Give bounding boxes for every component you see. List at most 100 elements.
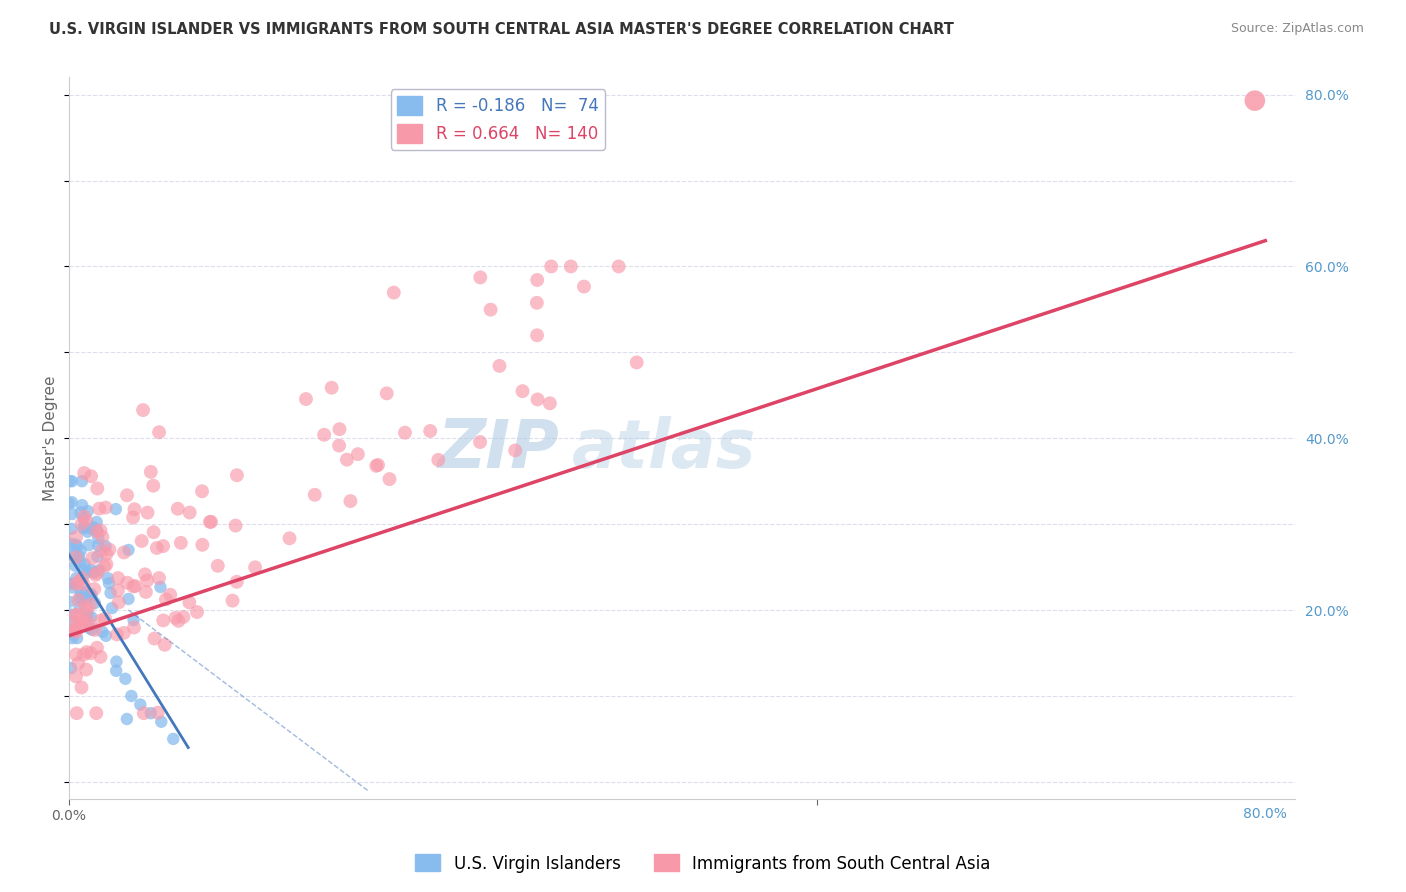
Point <box>73 648 96 662</box>
Point <box>166 501 188 516</box>
Point <box>107 571 129 585</box>
Point <box>97 571 120 585</box>
Text: Source: ZipAtlas.com: Source: ZipAtlas.com <box>1230 22 1364 36</box>
Point <box>66 539 89 553</box>
Point <box>378 472 401 486</box>
Point <box>167 614 190 628</box>
Point <box>122 510 145 524</box>
Point <box>207 558 229 573</box>
Point <box>60 495 83 509</box>
Point <box>72 617 94 632</box>
Point <box>243 560 266 574</box>
Point <box>321 381 343 395</box>
Point <box>139 706 162 721</box>
Point <box>86 524 108 538</box>
Point <box>105 627 128 641</box>
Point <box>120 689 142 703</box>
Text: atlas: atlas <box>571 416 756 482</box>
Point <box>82 566 104 580</box>
Point <box>122 613 145 627</box>
Point <box>122 579 145 593</box>
Point <box>87 531 110 545</box>
Point <box>159 588 181 602</box>
Point <box>526 273 548 287</box>
Point <box>304 488 326 502</box>
Point <box>75 600 97 615</box>
Point <box>503 443 526 458</box>
Point <box>86 640 108 655</box>
Point <box>179 595 201 609</box>
Point <box>366 458 388 473</box>
Point <box>73 509 96 524</box>
Point <box>65 530 87 544</box>
Point <box>200 515 222 529</box>
Point <box>139 465 162 479</box>
Point <box>87 539 110 553</box>
Point <box>63 576 86 591</box>
Point <box>89 563 111 577</box>
Point <box>75 663 97 677</box>
Point <box>572 279 595 293</box>
Point <box>60 507 83 521</box>
Point <box>328 422 350 436</box>
Point <box>69 590 91 604</box>
Point <box>526 392 548 407</box>
Point <box>73 520 96 534</box>
Point <box>79 621 101 635</box>
Point <box>143 632 166 646</box>
Point <box>191 484 214 499</box>
Legend: U.S. Virgin Islanders, Immigrants from South Central Asia: U.S. Virgin Islanders, Immigrants from S… <box>409 847 997 880</box>
Point <box>339 494 361 508</box>
Point <box>104 502 127 516</box>
Point <box>66 631 89 645</box>
Point <box>69 613 91 627</box>
Point <box>73 558 96 572</box>
Point <box>179 506 201 520</box>
Point <box>107 583 129 598</box>
Point <box>94 629 117 643</box>
Point <box>136 506 159 520</box>
Point <box>132 403 155 417</box>
Point <box>76 615 98 629</box>
Point <box>186 605 208 619</box>
Point <box>479 302 502 317</box>
Point <box>560 260 582 274</box>
Point <box>117 543 139 558</box>
Point <box>165 611 187 625</box>
Point <box>80 623 103 637</box>
Point <box>69 600 91 615</box>
Point <box>80 469 103 483</box>
Point <box>83 582 105 596</box>
Point <box>60 548 83 562</box>
Point <box>65 624 87 639</box>
Point <box>76 591 98 605</box>
Point <box>382 285 405 300</box>
Point <box>94 500 117 515</box>
Text: U.S. VIRGIN ISLANDER VS IMMIGRANTS FROM SOUTH CENTRAL ASIA MASTER'S DEGREE CORRE: U.S. VIRGIN ISLANDER VS IMMIGRANTS FROM … <box>49 22 955 37</box>
Point <box>91 624 114 639</box>
Point <box>65 607 87 622</box>
Point <box>80 522 103 536</box>
Point <box>115 712 138 726</box>
Point <box>63 617 86 632</box>
Point <box>134 567 156 582</box>
Point <box>83 623 105 637</box>
Point <box>347 447 370 461</box>
Point <box>60 631 83 645</box>
Point <box>75 584 97 599</box>
Point <box>142 478 165 492</box>
Point <box>58 474 80 488</box>
Point <box>122 620 145 634</box>
Point <box>65 577 87 591</box>
Point <box>115 488 138 502</box>
Point <box>419 424 441 438</box>
Point <box>70 498 93 512</box>
Point <box>538 396 561 410</box>
Point <box>75 513 97 527</box>
Point <box>72 511 94 525</box>
Point <box>86 515 108 529</box>
Point <box>148 425 170 440</box>
Point <box>112 545 135 559</box>
Point <box>59 536 82 550</box>
Point <box>100 586 122 600</box>
